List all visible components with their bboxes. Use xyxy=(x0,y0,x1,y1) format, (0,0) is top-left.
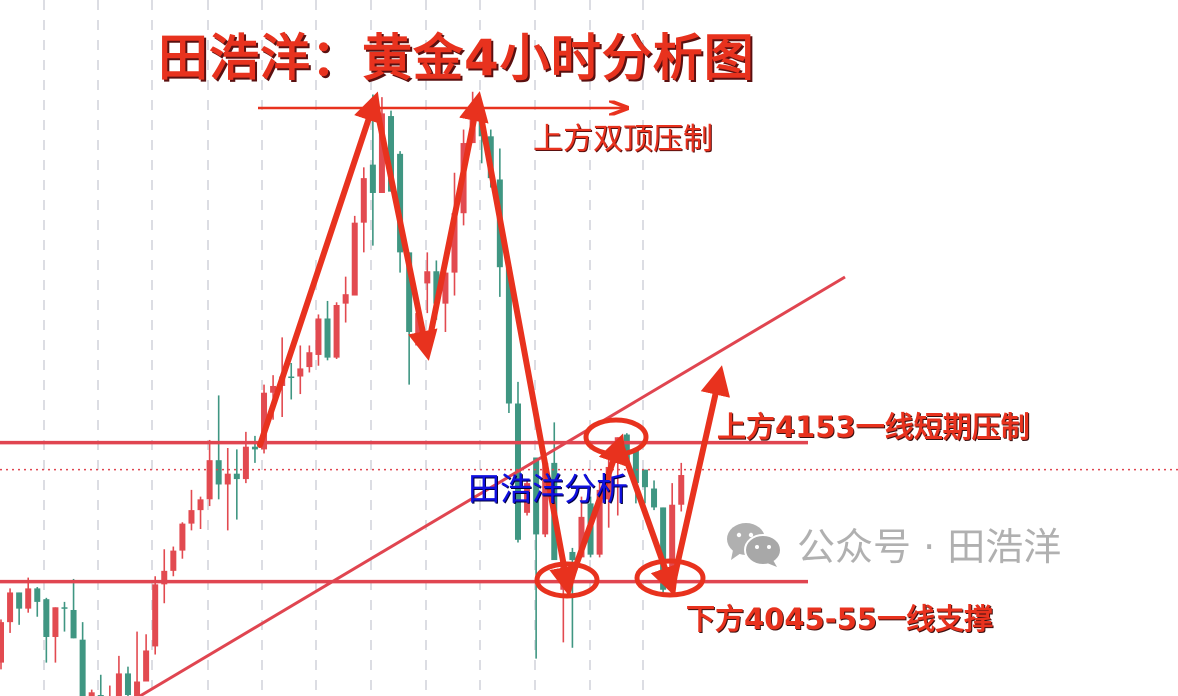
candle-body xyxy=(134,681,141,696)
candle-body xyxy=(669,504,676,567)
candle-body xyxy=(251,446,258,450)
candle-body xyxy=(34,588,41,602)
candle-body xyxy=(360,178,367,223)
watermark-text: 公众号 · 田浩洋 xyxy=(797,525,1062,569)
double-top-label: 上方双顶压制 xyxy=(533,122,713,157)
candle-body xyxy=(678,475,685,505)
candle-body xyxy=(351,222,358,296)
candle-body xyxy=(270,385,277,393)
candle-body xyxy=(52,607,59,637)
candle-body xyxy=(188,510,195,524)
highlight-circle xyxy=(634,558,706,598)
trend-line xyxy=(139,275,846,696)
candle-body xyxy=(397,153,404,253)
candle-body xyxy=(88,692,95,696)
candle-body xyxy=(224,473,231,485)
candle-body xyxy=(324,318,331,358)
candle-body xyxy=(215,460,222,485)
candle-body xyxy=(533,457,540,535)
candle-body xyxy=(342,294,349,304)
candle-body xyxy=(143,650,150,682)
candle-body xyxy=(369,164,376,193)
candle-body xyxy=(596,489,603,555)
candle-body xyxy=(61,607,68,609)
author-mark-label: 田浩洋分析 xyxy=(468,470,629,508)
candle-body xyxy=(288,376,295,379)
candle-body xyxy=(242,446,249,480)
resistance-label: 上方4153一线短期压制 xyxy=(717,410,1030,444)
support-label: 下方4045-55一线支撑 xyxy=(686,602,994,636)
candle-body xyxy=(388,116,395,192)
candle-body xyxy=(306,352,313,368)
candle-body xyxy=(25,588,32,609)
highlight-circle xyxy=(534,561,600,599)
candle-body xyxy=(297,368,304,377)
chart-title: 田浩洋：黄金4小时分析图 xyxy=(158,29,755,87)
wechat-icon xyxy=(727,522,782,567)
candle-body xyxy=(406,252,413,332)
candle-body xyxy=(651,488,658,508)
trend-arrow xyxy=(669,365,731,591)
watermark: 公众号 · 田浩洋 xyxy=(725,516,1061,571)
candle-body xyxy=(451,213,458,273)
candle-body xyxy=(7,592,14,623)
candle-body xyxy=(124,673,131,696)
candle-body xyxy=(70,609,77,639)
trend-arrow xyxy=(372,97,438,361)
candle-body xyxy=(333,304,340,358)
candle-body xyxy=(233,473,240,480)
candle-body xyxy=(197,499,204,511)
candle-body xyxy=(206,460,213,500)
candle-body xyxy=(433,271,440,304)
candle-body xyxy=(660,507,667,590)
candle-body xyxy=(261,392,268,450)
trend-arrow xyxy=(424,91,489,355)
candle-body xyxy=(578,516,585,558)
candle-body xyxy=(170,550,177,571)
candle-body xyxy=(0,622,4,663)
candle-body xyxy=(161,570,168,585)
candle-body xyxy=(115,673,122,696)
candle-body xyxy=(179,523,186,551)
candle-body xyxy=(79,639,86,696)
candle-body xyxy=(569,551,576,561)
candle-body xyxy=(315,318,322,355)
candle-body xyxy=(43,599,50,637)
candle-body xyxy=(424,271,431,284)
candle-body xyxy=(442,272,449,304)
trend-arrow xyxy=(475,97,579,597)
candle-body xyxy=(16,592,23,609)
candle-body xyxy=(505,267,512,404)
candle-body xyxy=(605,466,612,500)
candle-body xyxy=(641,469,648,488)
candle-body xyxy=(152,584,159,647)
highlight-circle xyxy=(583,417,649,457)
candle-body xyxy=(378,113,385,193)
candle-body xyxy=(632,449,639,484)
trend-arrow xyxy=(257,91,383,448)
candle-body xyxy=(542,462,549,535)
candle-body xyxy=(524,483,531,513)
